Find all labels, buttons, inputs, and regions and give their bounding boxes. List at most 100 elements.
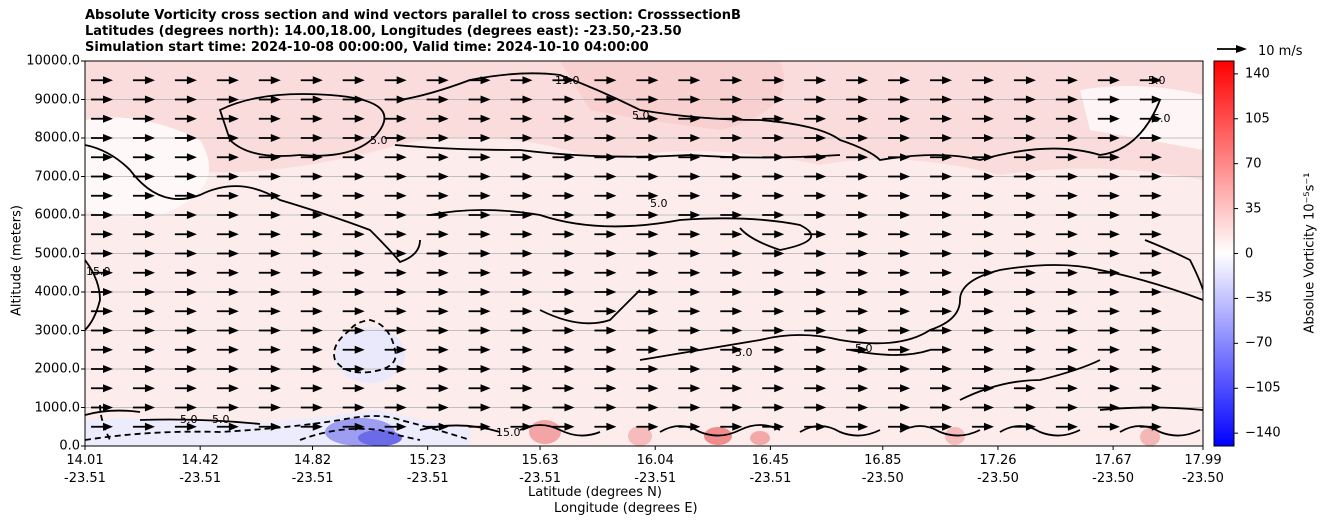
wind-vector — [636, 307, 659, 316]
wind-vector — [971, 268, 994, 277]
colorbar — [1213, 60, 1235, 447]
wind-vector — [971, 172, 994, 181]
wind-vector — [300, 211, 323, 219]
wind-vector — [174, 326, 197, 335]
wind-vector — [888, 307, 911, 316]
wind-vector — [678, 422, 701, 431]
wind-vector — [1055, 134, 1078, 142]
wind-vector — [510, 384, 533, 393]
wind-vector — [594, 134, 617, 142]
wind-vector — [846, 268, 869, 277]
wind-vector — [1013, 76, 1036, 85]
wind-vector — [1055, 384, 1078, 393]
wind-vector — [971, 403, 994, 412]
wind-vector — [762, 211, 785, 219]
wind-vector — [930, 403, 953, 412]
wind-vector — [1055, 422, 1078, 431]
wind-vector — [510, 345, 533, 354]
wind-vector — [1013, 422, 1036, 431]
contour-label: 5.0 — [1153, 112, 1171, 125]
wind-vector — [636, 211, 659, 219]
wind-vector — [342, 249, 365, 258]
y-tick-label: 7000.0 — [34, 169, 81, 184]
wind-vector — [91, 76, 113, 85]
wind-vector — [1055, 268, 1078, 277]
wind-vector — [426, 172, 449, 181]
wind-vector — [720, 345, 743, 354]
wind-vector — [930, 95, 953, 104]
wind-vector — [804, 153, 827, 162]
wind-vector — [636, 249, 659, 258]
wind-vector — [174, 230, 197, 239]
y-tick-label: 10000.0 — [26, 53, 80, 69]
wind-vector — [1055, 249, 1078, 258]
contour-label: 5.0 — [212, 413, 230, 426]
wind-vector — [846, 76, 869, 85]
wind-vector — [888, 288, 911, 296]
wind-vector — [1013, 345, 1036, 354]
wind-vector — [888, 365, 911, 373]
wind-vector — [174, 134, 197, 142]
wind-vector — [468, 76, 491, 85]
wind-vector — [930, 114, 953, 123]
wind-vector — [91, 153, 113, 162]
wind-vector — [384, 76, 407, 85]
wind-vector — [594, 211, 617, 219]
wind-vector — [930, 76, 953, 85]
x-tick-lon: -23.51 — [179, 471, 222, 486]
wind-vector — [216, 114, 239, 123]
x-tick-label: 15.63 -23.51 — [519, 452, 561, 488]
wind-vector — [846, 153, 869, 162]
wind-vector — [426, 230, 449, 239]
wind-vector — [468, 345, 491, 354]
wind-vector — [384, 345, 407, 354]
wind-vector — [258, 191, 281, 200]
wind-vector — [216, 95, 239, 104]
wind-vector — [720, 230, 743, 239]
wind-vector — [971, 153, 994, 162]
wind-vector — [888, 153, 911, 162]
wind-vector — [468, 326, 491, 335]
y-axis-label: Altitude (meters) — [9, 205, 25, 316]
wind-vector — [426, 307, 449, 316]
wind-vector — [510, 114, 533, 123]
wind-vector — [636, 288, 659, 296]
wind-vector — [216, 384, 239, 393]
wind-vector — [846, 95, 869, 104]
wind-vector — [552, 95, 575, 104]
chart-title-line-2: Latitudes (degrees north): 14.00,18.00, … — [85, 24, 682, 39]
wind-vectors — [91, 76, 1162, 431]
quiver-key-label: 10 m/s — [1258, 44, 1303, 59]
wind-vector — [1139, 172, 1162, 181]
wind-vector — [846, 191, 869, 200]
wind-vector — [1097, 230, 1120, 239]
wind-vector — [720, 365, 743, 373]
wind-vector — [846, 422, 869, 431]
contour-label: 5.0 — [650, 197, 668, 210]
wind-vector — [594, 345, 617, 354]
wind-vector — [174, 249, 197, 258]
x-tick-lat: 14.82 — [293, 453, 332, 468]
wind-vector — [762, 365, 785, 373]
wind-vector — [132, 191, 155, 200]
y-tick-label: 6000.0 — [34, 207, 81, 223]
wind-vector — [216, 211, 239, 219]
wind-vector — [636, 153, 659, 162]
wind-vector — [258, 403, 281, 412]
x-tick-label: 14.82 -23.51 — [292, 452, 334, 488]
wind-vector — [678, 326, 701, 335]
wind-vector — [1139, 288, 1162, 296]
wind-vector — [552, 268, 575, 277]
wind-vector — [510, 307, 533, 316]
wind-vector — [1139, 268, 1162, 277]
wind-vector — [594, 384, 617, 393]
wind-vector — [804, 422, 827, 431]
wind-vector — [762, 76, 785, 85]
colorbar-tick-label: −35 — [1245, 290, 1273, 306]
wind-vector — [258, 307, 281, 316]
wind-vector — [174, 172, 197, 181]
wind-vector — [804, 172, 827, 181]
wind-vector — [930, 230, 953, 239]
wind-vector — [1055, 326, 1078, 335]
